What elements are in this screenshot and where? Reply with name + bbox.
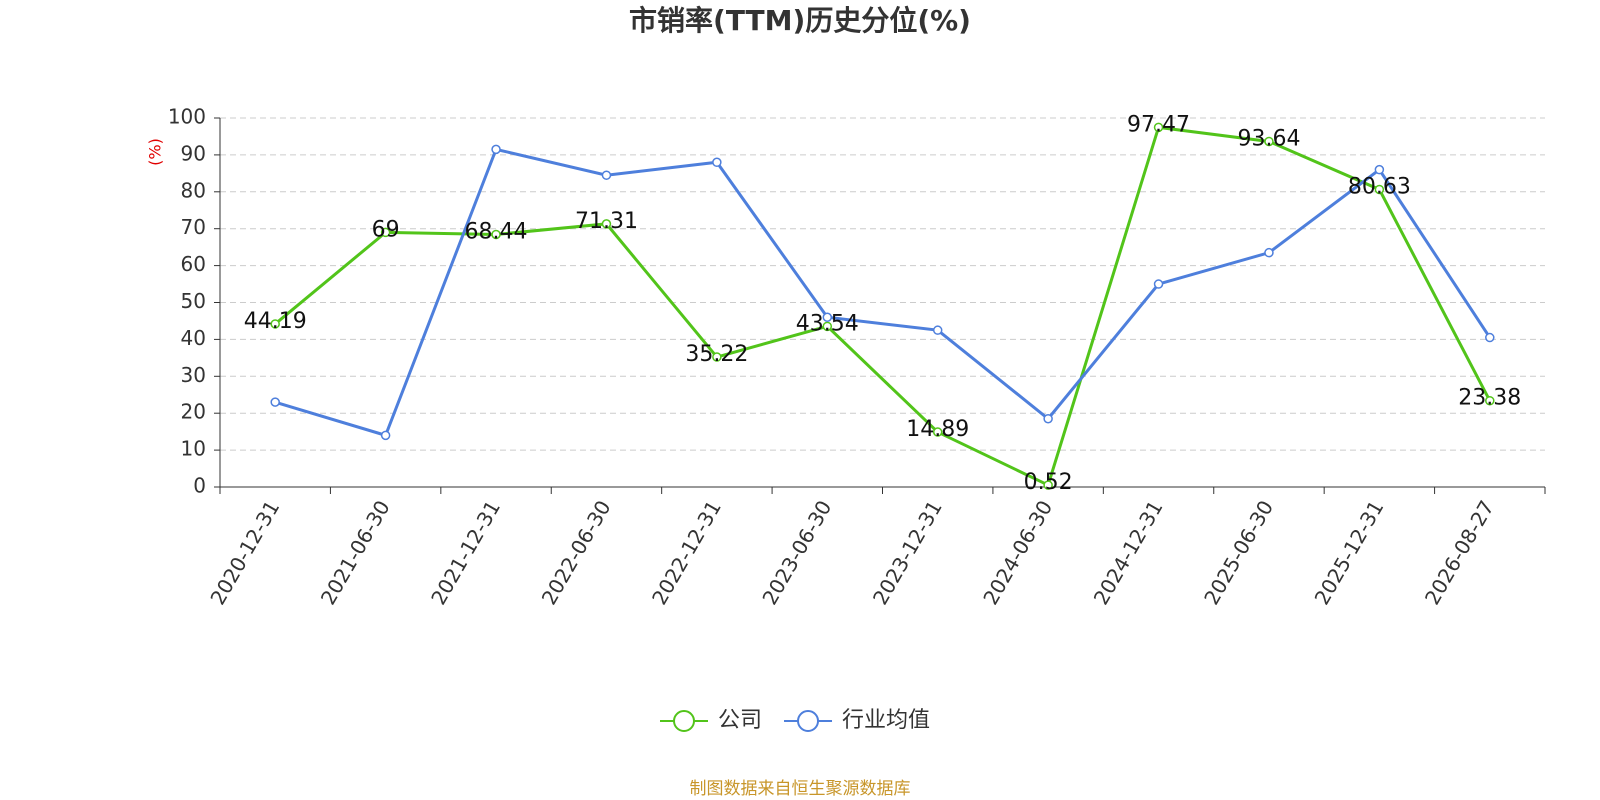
data-point [1485,395,1495,406]
data-label: 0.52 [1024,470,1073,495]
x-tick-label: 2024-12-31 [1089,496,1168,609]
data-label: 69 [372,217,400,242]
data-point [1374,184,1385,195]
data-point [822,312,833,323]
chart-title: 市销率(TTM)历史分位(%) [629,4,971,37]
data-point [712,157,722,168]
legend-label: 公司 [718,708,762,733]
data-point [1153,279,1164,289]
data-point [932,325,943,335]
x-tick-label: 2025-12-31 [1310,496,1389,609]
data-label: 68.44 [465,219,528,244]
x-tick-label: 2026-08-27 [1420,496,1499,609]
y-tick-label: 90 [181,141,206,165]
y-tick-label: 40 [181,326,206,350]
x-tick-label: 2021-06-30 [316,496,395,609]
x-tick-label: 2025-06-30 [1199,496,1278,609]
data-point [380,430,391,441]
y-tick-label: 30 [181,363,206,387]
y-tick-label: 10 [181,437,206,461]
x-tick-label: 2023-06-30 [757,496,836,609]
data-point [1485,332,1495,343]
data-point [1043,413,1053,424]
data-point [380,227,391,238]
data-label: 44.19 [244,309,307,334]
legend-label: 行业均值 [842,708,930,733]
y-tick-label: 60 [181,252,206,276]
data-point [1264,247,1274,258]
data-point [1043,480,1053,490]
data-label: 35.22 [685,342,748,367]
data-point [270,319,280,329]
x-tick-label: 2023-12-31 [868,496,947,609]
data-label: 71.31 [575,209,638,234]
y-axis-label: (%) [146,138,165,166]
data-point [1374,164,1385,175]
data-point [822,321,833,332]
data-point [1264,136,1274,147]
y-tick-label: 80 [181,178,206,202]
legend-marker [673,710,695,732]
source-note: 制图数据来自恒生聚源数据库 [690,779,911,799]
data-label: 80.63 [1348,174,1411,199]
data-label: 97.47 [1127,112,1190,137]
data-point [712,352,722,362]
data-point [491,144,501,155]
legend-marker [797,710,820,732]
y-tick-label: 0 [193,474,206,498]
y-tick-label: 20 [181,400,206,424]
data-point [491,229,501,240]
data-point [932,427,943,437]
data-point [601,170,612,180]
x-tick-label: 2022-12-31 [647,496,726,609]
series-line [274,125,1492,488]
data-label: 93.64 [1237,126,1300,151]
y-tick-label: 70 [181,215,206,239]
x-tick-label: 2021-12-31 [426,496,505,609]
data-point [601,219,612,229]
data-label: 14.89 [906,417,969,442]
x-tick-label: 2022-06-30 [537,496,616,609]
x-tick-label: 2020-12-31 [205,496,284,609]
y-tick-label: 50 [181,289,206,313]
series-line [274,147,1492,438]
data-point [270,397,280,407]
data-label: 23.38 [1458,386,1521,411]
y-tick-label: 100 [168,105,206,129]
data-label: 43.54 [796,311,859,336]
data-point [1153,122,1164,133]
x-tick-label: 2024-06-30 [978,496,1057,609]
